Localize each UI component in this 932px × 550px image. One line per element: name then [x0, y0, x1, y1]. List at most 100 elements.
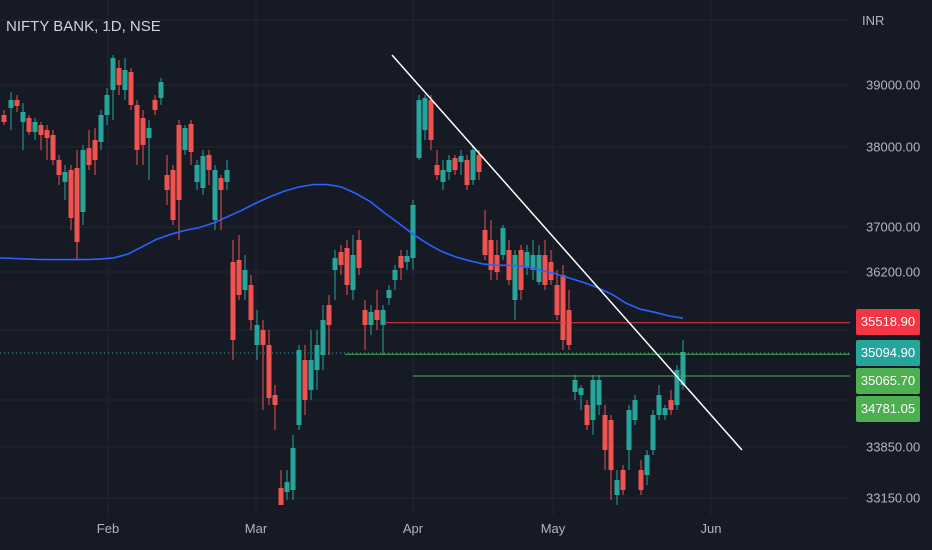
candle-body [620, 470, 626, 490]
candle-body [296, 350, 302, 425]
y-tick-label: 38000.00 [866, 139, 921, 155]
y-tick-label: 36200.00 [866, 264, 921, 280]
candle-body [152, 100, 158, 110]
candle-body [560, 275, 566, 340]
candle-body [530, 255, 536, 270]
x-tick-label: Mar [244, 521, 268, 536]
price-tag-support: 35065.70 [856, 368, 920, 394]
candle-body [218, 178, 224, 190]
candle-body [80, 150, 86, 212]
candle-body [92, 140, 98, 160]
moving-average-line [0, 183, 684, 319]
candle-body [176, 125, 182, 200]
candle-body [74, 168, 80, 242]
candle-body [368, 312, 374, 325]
candle-body [422, 98, 428, 130]
candle-body [380, 310, 386, 325]
candle-body [182, 128, 188, 150]
candle-body [656, 395, 662, 415]
candle-body [428, 100, 434, 140]
candle-body [272, 395, 278, 405]
candle-body [284, 482, 290, 492]
candle-body [314, 345, 320, 370]
candle-body [362, 310, 368, 325]
candle-body [554, 285, 560, 315]
candle-body [50, 135, 56, 160]
candle-body [350, 255, 356, 290]
candle-body [188, 124, 194, 152]
candle-body [632, 400, 638, 420]
candle-body [590, 380, 596, 420]
candle-body [386, 290, 392, 298]
y-tick-label: 37000.00 [866, 219, 921, 235]
candle-body [266, 345, 272, 398]
candle-body [524, 252, 530, 268]
chart-title: NIFTY BANK, 1D, NSE [6, 18, 161, 35]
x-tick-label: Apr [402, 521, 424, 536]
candle-body [122, 70, 128, 90]
candle-body [224, 170, 230, 182]
candle-body [602, 415, 608, 450]
candle-body [236, 260, 242, 295]
candle-body [194, 165, 200, 182]
y-tick-label: 33150.00 [866, 490, 921, 506]
candle-body [104, 95, 110, 115]
candle-body [374, 310, 380, 320]
candle-body [542, 255, 548, 285]
candle-body [206, 155, 212, 170]
candle-body [488, 240, 494, 270]
candle-body [608, 420, 614, 470]
x-tick-label: Feb [96, 521, 120, 536]
candle-body [470, 150, 476, 180]
price-tag-resistance: 35518.90 [856, 309, 920, 335]
candle-body [452, 158, 458, 170]
candle-body [20, 112, 26, 122]
x-tick-label: May [540, 521, 566, 536]
candle-body [332, 258, 338, 270]
candle-body [476, 155, 482, 172]
candle-body [644, 455, 650, 475]
candle-body [662, 408, 668, 415]
candle-body [230, 262, 236, 340]
candle-body [458, 156, 464, 162]
candle-body [536, 255, 542, 282]
candle-body [392, 270, 398, 280]
candle-body [566, 310, 572, 345]
candle-body [38, 125, 44, 135]
candle-body [212, 170, 218, 220]
candle-body [302, 360, 308, 400]
candle-body [68, 170, 74, 218]
candle-body [572, 380, 578, 392]
trendline [391, 54, 743, 451]
candle-body [596, 380, 602, 405]
candle-body [398, 256, 404, 268]
candle-body [512, 255, 518, 300]
candle-body [56, 160, 62, 175]
price-tag-last: 35094.90 [856, 340, 920, 366]
candle-body [464, 160, 470, 185]
candle-body [146, 128, 152, 138]
candle-body [278, 488, 284, 505]
candle-body [614, 480, 620, 495]
candle-body [200, 156, 206, 188]
candle-body [98, 115, 104, 142]
candle-body [650, 415, 656, 450]
y-tick-label: 39000.00 [866, 77, 921, 93]
candle-body [308, 360, 314, 390]
candle-body [134, 105, 140, 150]
candle-body [32, 122, 38, 132]
candle-body [494, 255, 500, 272]
y-tick-label: 33850.00 [866, 439, 921, 455]
candle-body [110, 58, 116, 90]
candle-body [242, 270, 248, 290]
candle-body [344, 248, 350, 285]
candle-body [62, 172, 68, 182]
candle-body [158, 82, 164, 98]
candle-body [1, 115, 7, 122]
candle-body [668, 400, 674, 410]
candle-body [410, 205, 416, 258]
candle-body [434, 165, 440, 175]
candle-body [44, 130, 50, 138]
candle-body [638, 470, 644, 490]
